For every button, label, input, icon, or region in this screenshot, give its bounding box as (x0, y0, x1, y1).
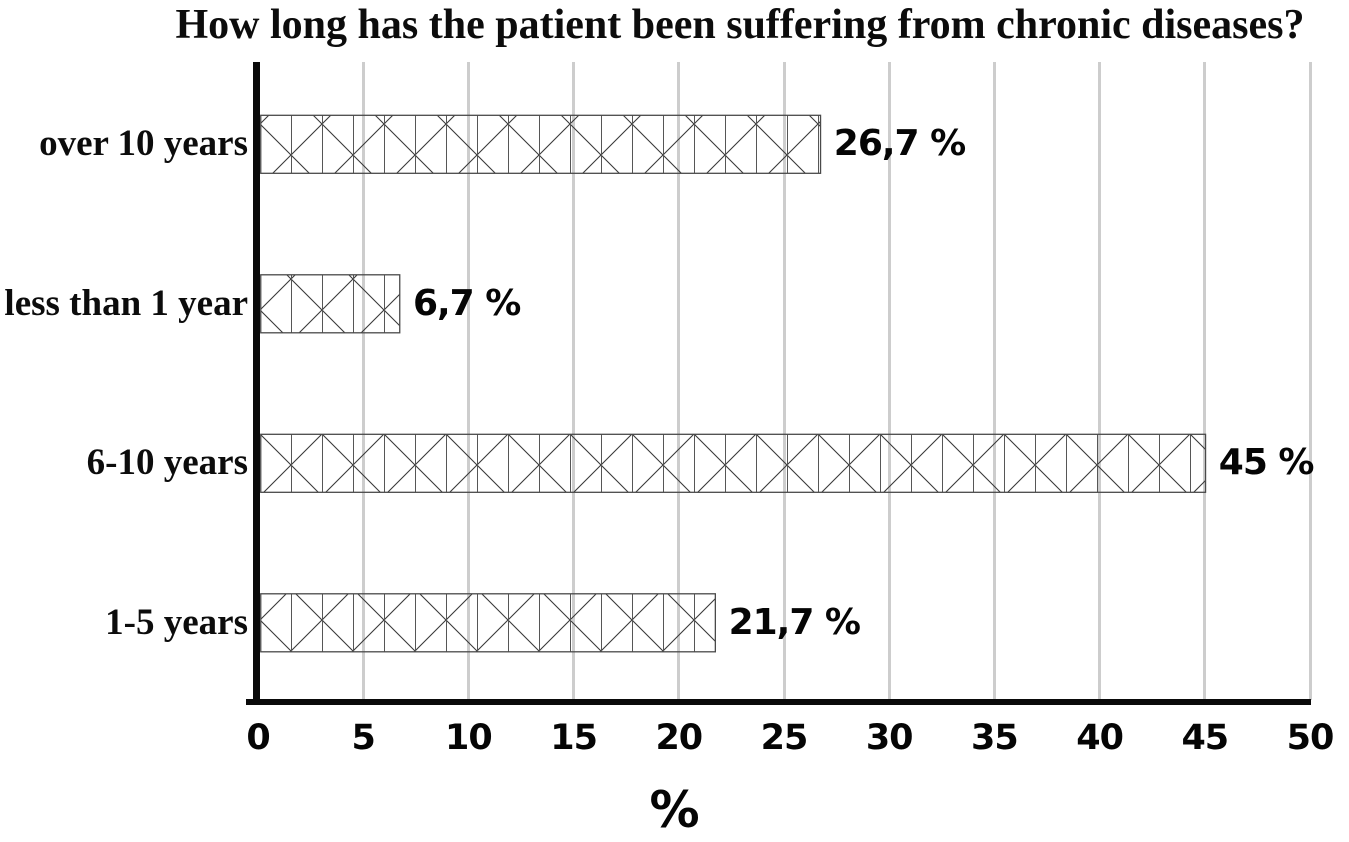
value-label-less-than-1-year: 6,7 % (412, 282, 521, 324)
bars-plot-area (260, 114, 1207, 653)
x-tick-label-20: 20 (655, 718, 703, 758)
bar-less-than-1-year (260, 274, 401, 334)
y-axis-line (253, 62, 260, 705)
gridline-5 (361, 62, 365, 700)
x-axis-line (246, 699, 1311, 705)
gridline-30 (887, 62, 891, 700)
value-label-1-5-years: 21,7 % (728, 601, 861, 643)
x-axis-title: % (649, 781, 700, 839)
category-label-over-10-years: over 10 years (39, 123, 248, 165)
gridline-10 (466, 62, 470, 700)
chart-title: How long has the patient been suffering … (175, 2, 1305, 48)
category-label-6-10-years: 6-10 years (86, 442, 248, 484)
x-tick-label-30: 30 (865, 718, 914, 758)
gridline-25 (782, 62, 786, 700)
x-tick-label-45: 45 (1181, 718, 1229, 758)
x-tick-label-0: 0 (246, 718, 270, 758)
x-tick-label-5: 5 (351, 718, 376, 758)
bar-1-5-years (260, 593, 717, 653)
x-tick-label-25: 25 (760, 718, 809, 758)
gridline-35 (992, 62, 996, 700)
x-tick-label-35: 35 (971, 718, 1019, 758)
x-tick-label-50: 50 (1286, 718, 1335, 758)
x-tick-label-40: 40 (1076, 718, 1124, 758)
gridline-40 (1098, 62, 1102, 700)
bar-over-10-years (260, 114, 822, 174)
category-label-1-5-years: 1-5 years (105, 601, 248, 643)
gridline-50 (1308, 62, 1312, 700)
gridline-20 (677, 62, 681, 700)
category-label-less-than-1-year: less than 1 year (4, 282, 248, 324)
x-tick-label-10: 10 (445, 718, 493, 758)
value-label-6-10-years: 45 % (1218, 442, 1315, 484)
gridline-15 (572, 62, 576, 700)
bar-6-10-years (260, 433, 1207, 493)
gridline-45 (1203, 62, 1207, 700)
value-label-over-10-years: 26,7 % (833, 123, 966, 165)
x-tick-label-15: 15 (550, 718, 598, 758)
